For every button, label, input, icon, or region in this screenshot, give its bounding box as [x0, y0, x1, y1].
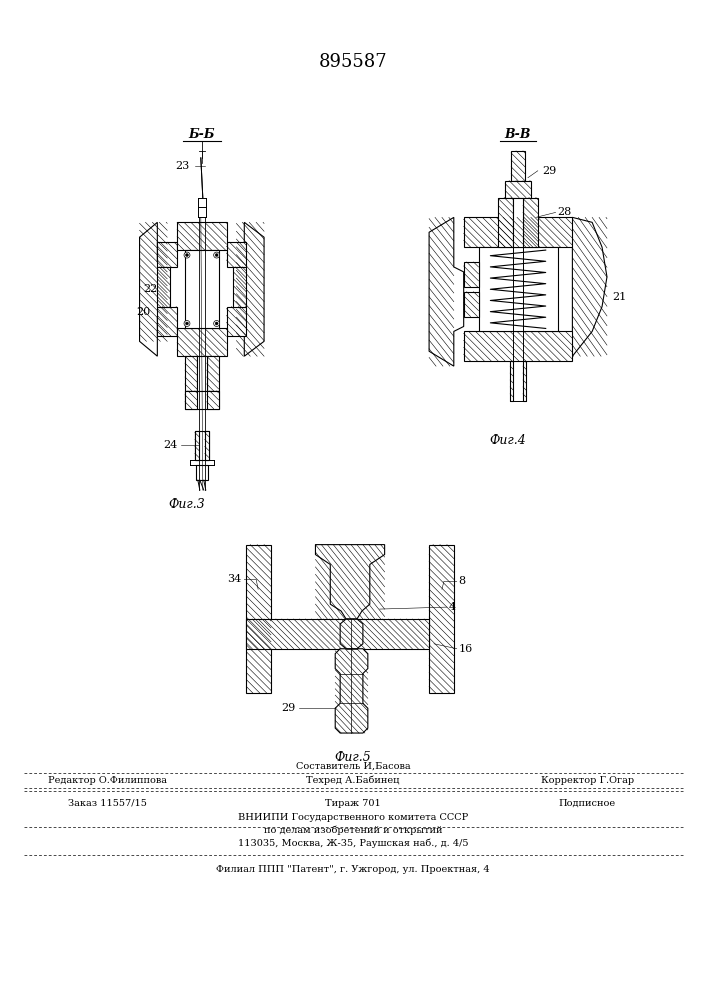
- Text: Фиг.3: Фиг.3: [168, 498, 205, 511]
- Bar: [464, 292, 479, 317]
- Bar: [185, 250, 218, 328]
- Bar: [464, 217, 573, 247]
- Polygon shape: [315, 545, 385, 619]
- Bar: [523, 198, 538, 247]
- Bar: [158, 307, 177, 336]
- Bar: [185, 391, 197, 409]
- Bar: [226, 307, 246, 336]
- Bar: [464, 331, 573, 361]
- Text: ВНИИПИ Государственного комитета СССР: ВНИИПИ Государственного комитета СССР: [238, 813, 468, 822]
- Bar: [196, 465, 208, 480]
- Bar: [185, 356, 197, 391]
- Text: Фиг.5: Фиг.5: [334, 751, 371, 764]
- Circle shape: [184, 321, 190, 326]
- Bar: [429, 545, 454, 693]
- Circle shape: [184, 252, 190, 258]
- Text: 16: 16: [459, 644, 473, 654]
- Bar: [206, 391, 218, 409]
- Bar: [195, 431, 199, 460]
- Bar: [177, 222, 226, 250]
- Bar: [498, 198, 513, 247]
- Text: 20: 20: [136, 307, 151, 317]
- Text: В-В: В-В: [505, 128, 531, 141]
- Text: 8: 8: [459, 576, 466, 586]
- Text: 24: 24: [163, 440, 177, 450]
- Bar: [197, 356, 206, 391]
- Text: 23: 23: [176, 161, 190, 171]
- Polygon shape: [335, 649, 368, 733]
- Text: Составитель И,Басова: Составитель И,Басова: [296, 761, 410, 770]
- Text: 29: 29: [281, 703, 296, 713]
- Bar: [233, 267, 246, 307]
- Bar: [506, 181, 531, 198]
- Bar: [158, 242, 177, 267]
- Circle shape: [185, 254, 189, 257]
- Bar: [510, 361, 513, 401]
- Text: Корректор Г.Огар: Корректор Г.Огар: [541, 776, 633, 785]
- Circle shape: [215, 254, 218, 257]
- Polygon shape: [573, 217, 607, 356]
- Polygon shape: [340, 619, 363, 649]
- Text: 113035, Москва, Ж-35, Раушская наб., д. 4/5: 113035, Москва, Ж-35, Раушская наб., д. …: [238, 838, 468, 848]
- Bar: [185, 391, 218, 409]
- Text: Б-Б: Б-Б: [189, 128, 215, 141]
- Text: Фиг.4: Фиг.4: [490, 434, 527, 447]
- Bar: [464, 262, 479, 287]
- Bar: [513, 198, 523, 247]
- Polygon shape: [139, 222, 168, 356]
- Text: Подписное: Подписное: [559, 799, 616, 808]
- Bar: [158, 267, 170, 307]
- Bar: [206, 356, 218, 391]
- Text: по делам изобретений и открытий: по делам изобретений и открытий: [264, 825, 443, 835]
- Polygon shape: [429, 217, 464, 366]
- Text: Техред А.Бабинец: Техред А.Бабинец: [306, 776, 399, 785]
- Bar: [177, 328, 226, 356]
- Bar: [246, 545, 271, 693]
- Text: Тираж 701: Тираж 701: [325, 799, 381, 808]
- Bar: [226, 242, 246, 267]
- Bar: [246, 619, 429, 649]
- Text: 28: 28: [558, 207, 572, 217]
- Bar: [523, 361, 526, 401]
- Text: 29: 29: [543, 166, 557, 176]
- Circle shape: [214, 252, 220, 258]
- Text: Редактор О.Филиппова: Редактор О.Филиппова: [48, 776, 168, 785]
- Text: 21: 21: [612, 292, 626, 302]
- Circle shape: [185, 322, 189, 325]
- Bar: [479, 247, 558, 331]
- Circle shape: [214, 321, 220, 326]
- Polygon shape: [236, 222, 264, 356]
- Bar: [195, 431, 209, 460]
- Bar: [205, 431, 209, 460]
- Text: Филиал ППП "Патент", г. Ужгород, ул. Проектная, 4: Филиал ППП "Патент", г. Ужгород, ул. Про…: [216, 865, 490, 874]
- Text: Заказ 11557/15: Заказ 11557/15: [69, 799, 147, 808]
- Bar: [511, 151, 525, 181]
- Text: 34: 34: [227, 574, 241, 584]
- Text: 4: 4: [449, 602, 456, 612]
- Circle shape: [215, 322, 218, 325]
- Text: 22: 22: [143, 284, 158, 294]
- Text: 895587: 895587: [319, 53, 387, 71]
